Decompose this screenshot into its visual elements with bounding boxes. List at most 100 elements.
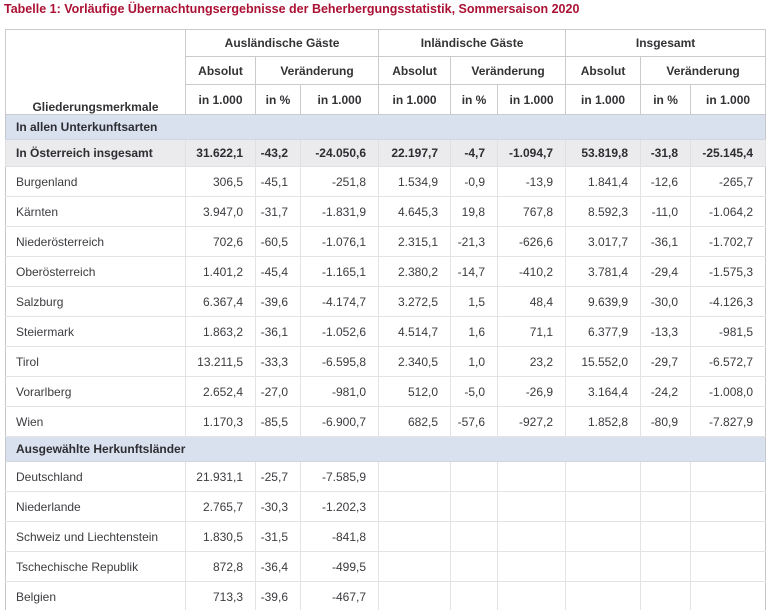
cell-value: -1.165,1 [301,257,379,287]
cell-value: 2.765,7 [186,492,256,522]
cell-value: -36,1 [256,317,301,347]
cell-value: 1.534,9 [379,167,451,197]
cell-value [641,492,691,522]
section-header-row: Ausgewählte Herkunftsländer [6,437,766,462]
cell-value: -33,3 [256,347,301,377]
cell-value: -4,7 [451,140,498,167]
cell-value: 53.819,8 [566,140,641,167]
cell-value: -0,9 [451,167,498,197]
cell-value: -1.202,3 [301,492,379,522]
table-header: Gliederungsmerkmale Ausländische Gäste I… [6,30,766,115]
cell-value [566,552,641,582]
cell-value: 2.340,5 [379,347,451,377]
cell-value: -6.572,7 [691,347,766,377]
cell-value [566,492,641,522]
row-label: Tschechische Republik [6,552,186,582]
section-header: Ausgewählte Herkunftsländer [6,437,766,462]
cell-value: -13,9 [498,167,566,197]
column-group-auslaendische-gaeste: Ausländische Gäste [186,30,379,57]
cell-value: -39,6 [256,287,301,317]
subheader-absolut: Absolut [186,57,256,85]
cell-value: -4.126,3 [691,287,766,317]
cell-value: 13.211,5 [186,347,256,377]
statistics-table: Gliederungsmerkmale Ausländische Gäste I… [5,29,766,610]
cell-value: -981,5 [691,317,766,347]
row-label: Niederlande [6,492,186,522]
table-row: Oberösterreich1.401,2-45,4-1.165,12.380,… [6,257,766,287]
cell-value: -1.702,7 [691,227,766,257]
cell-value: -21,3 [451,227,498,257]
cell-value: -26,9 [498,377,566,407]
cell-value: -24.050,6 [301,140,379,167]
cell-value: -1.052,6 [301,317,379,347]
cell-value: 1,5 [451,287,498,317]
cell-value: -1.008,0 [691,377,766,407]
table-row: Vorarlberg2.652,4-27,0-981,0512,0-5,0-26… [6,377,766,407]
cell-value: 1.841,4 [566,167,641,197]
cell-value: -410,2 [498,257,566,287]
cell-value: -1.575,3 [691,257,766,287]
cell-value: -13,3 [641,317,691,347]
cell-value: 512,0 [379,377,451,407]
cell-value: 2.315,1 [379,227,451,257]
table-row: Niederösterreich702,6-60,5-1.076,12.315,… [6,227,766,257]
cell-value: -36,1 [641,227,691,257]
cell-value [498,492,566,522]
subheader-absolut: Absolut [379,57,451,85]
cell-value: -85,5 [256,407,301,437]
cell-value [498,462,566,492]
cell-value [641,582,691,610]
column-group-insgesamt: Insgesamt [566,30,766,57]
cell-value [566,522,641,552]
cell-value: 1.401,2 [186,257,256,287]
cell-value: 1.830,5 [186,522,256,552]
cell-value: -25,7 [256,462,301,492]
unit-thousand: in 1.000 [301,85,379,115]
cell-value: -7.585,9 [301,462,379,492]
row-label: Vorarlberg [6,377,186,407]
table-row: Salzburg6.367,4-39,6-4.174,73.272,51,548… [6,287,766,317]
unit-thousand: in 1.000 [186,85,256,115]
cell-value: 19,8 [451,197,498,227]
cell-value: 3.164,4 [566,377,641,407]
cell-value: 1.170,3 [186,407,256,437]
row-label: Schweiz und Liechtenstein [6,522,186,552]
cell-value: -1.094,7 [498,140,566,167]
cell-value: -265,7 [691,167,766,197]
table-row: Tirol13.211,5-33,3-6.595,82.340,51,023,2… [6,347,766,377]
row-label: Tirol [6,347,186,377]
table-row: Belgien713,3-39,6-467,7 [6,582,766,610]
unit-thousand: in 1.000 [379,85,451,115]
table-row: In Österreich insgesamt31.622,1-43,2-24.… [6,140,766,167]
table-row: Steiermark1.863,2-36,1-1.052,64.514,71,6… [6,317,766,347]
cell-value: -12,6 [641,167,691,197]
cell-value: -5,0 [451,377,498,407]
cell-value [451,522,498,552]
cell-value: -1.064,2 [691,197,766,227]
cell-value: -14,7 [451,257,498,287]
cell-value [498,582,566,610]
cell-value: -251,8 [301,167,379,197]
cell-value [451,582,498,610]
cell-value: 306,5 [186,167,256,197]
cell-value: 3.947,0 [186,197,256,227]
row-header-label: Gliederungsmerkmale [6,30,186,115]
cell-value [379,552,451,582]
cell-value: 71,1 [498,317,566,347]
unit-percent: in % [451,85,498,115]
cell-value [641,462,691,492]
cell-value [379,492,451,522]
cell-value [379,462,451,492]
cell-value: -626,6 [498,227,566,257]
cell-value: -7.827,9 [691,407,766,437]
cell-value: -1.831,9 [301,197,379,227]
cell-value: -981,0 [301,377,379,407]
row-label: Salzburg [6,287,186,317]
cell-value [691,582,766,610]
cell-value [451,462,498,492]
cell-value: 3.017,7 [566,227,641,257]
row-label: Niederösterreich [6,227,186,257]
table-title: Tabelle 1: Vorläufige Übernachtungsergeb… [4,2,579,16]
cell-value: 15.552,0 [566,347,641,377]
cell-value: -29,7 [641,347,691,377]
